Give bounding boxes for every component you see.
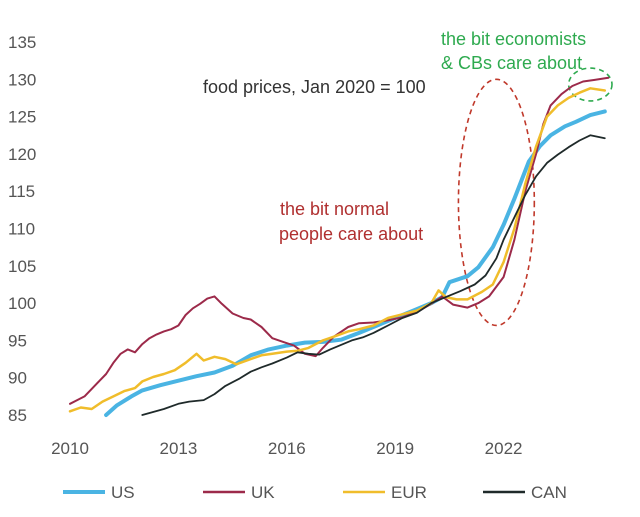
chart-annotation-title: food prices, Jan 2020 = 100 xyxy=(203,77,426,97)
series-line-us xyxy=(104,109,607,417)
series-line-uk xyxy=(69,76,610,405)
x-tick-label-2022: 2022 xyxy=(485,439,523,458)
highlight-ellipse-normal xyxy=(457,78,536,327)
legend-label-can: CAN xyxy=(531,483,567,502)
series-lines xyxy=(68,76,610,417)
annotation-economists-line1: the bit economists xyxy=(441,29,586,49)
y-tick-label-105: 105 xyxy=(8,257,36,276)
y-axis-ticks: 85 90 95 100 105 110 115 120 125 130 135 xyxy=(8,33,36,425)
x-axis-ticks: 2010 2013 2016 2019 2022 xyxy=(51,439,522,458)
y-tick-label-95: 95 xyxy=(8,331,27,350)
annotation-economists-line2: & CBs care about xyxy=(441,53,582,73)
legend-label-us: US xyxy=(111,483,135,502)
x-tick-label-2013: 2013 xyxy=(159,439,197,458)
y-tick-label-85: 85 xyxy=(8,406,27,425)
y-tick-label-120: 120 xyxy=(8,145,36,164)
series-line-eur xyxy=(68,87,607,413)
y-tick-label-125: 125 xyxy=(8,108,36,127)
x-tick-label-2010: 2010 xyxy=(51,439,89,458)
x-tick-label-2016: 2016 xyxy=(268,439,306,458)
y-tick-label-115: 115 xyxy=(8,182,35,201)
y-tick-label-90: 90 xyxy=(8,369,27,388)
y-tick-label-135: 135 xyxy=(8,33,36,52)
y-tick-label-130: 130 xyxy=(8,70,36,89)
y-tick-label-100: 100 xyxy=(8,294,36,313)
highlight-ellipse-economists xyxy=(567,67,613,102)
annotation-normal-line2: people care about xyxy=(279,224,423,244)
y-tick-label-110: 110 xyxy=(8,220,35,239)
legend: US UK EUR CAN xyxy=(63,483,567,502)
series-line-can xyxy=(141,134,606,416)
annotation-normal-line1: the bit normal xyxy=(280,199,389,219)
legend-label-eur: EUR xyxy=(391,483,427,502)
x-tick-label-2019: 2019 xyxy=(376,439,414,458)
legend-label-uk: UK xyxy=(251,483,275,502)
highlight-ellipses xyxy=(457,67,613,327)
